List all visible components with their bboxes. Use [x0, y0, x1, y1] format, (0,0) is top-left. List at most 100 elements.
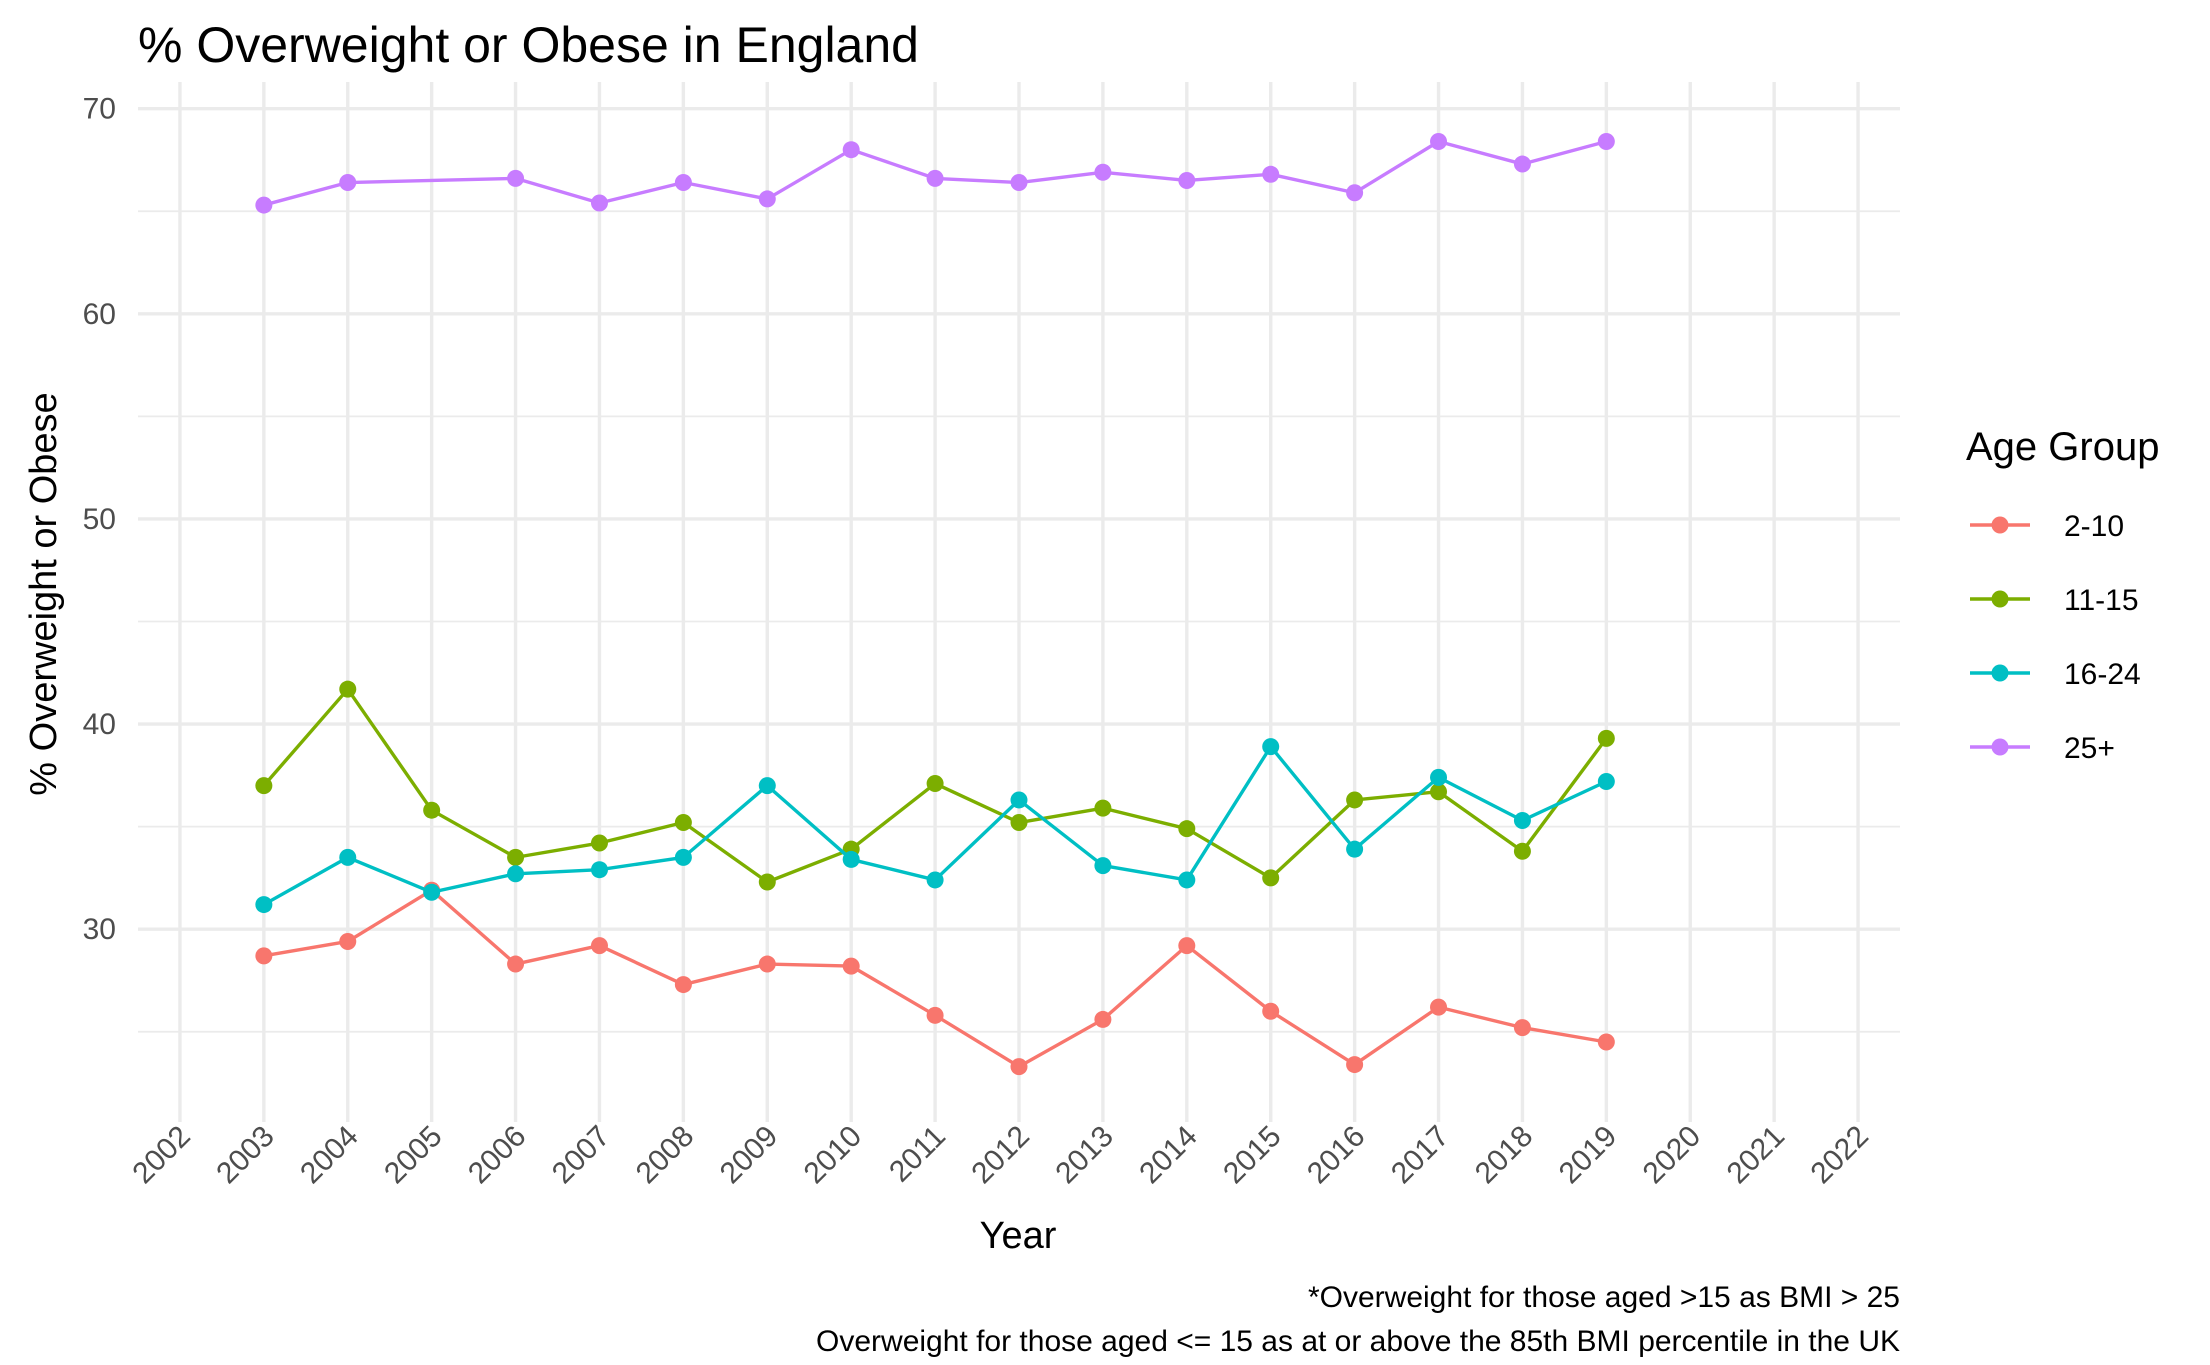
- data-point-11-15: [1178, 820, 1196, 838]
- data-point-25+: [1262, 165, 1280, 183]
- chart-title: % Overweight or Obese in England: [138, 17, 919, 73]
- data-point-16-24: [1178, 871, 1196, 889]
- legend-key-point: [1991, 590, 2009, 608]
- data-point-2-10: [1010, 1058, 1028, 1076]
- data-point-25+: [590, 194, 608, 212]
- data-point-25+: [1178, 171, 1196, 189]
- data-point-25+: [1597, 132, 1615, 150]
- data-point-2-10: [1513, 1019, 1531, 1037]
- data-point-25+: [1430, 132, 1448, 150]
- data-point-2-10: [590, 937, 608, 955]
- grid: [138, 82, 1900, 1122]
- data-point-16-24: [1262, 738, 1280, 756]
- data-point-16-24: [507, 865, 525, 883]
- caption-line-2: Overweight for those aged <= 15 as at or…: [816, 1325, 1900, 1358]
- data-point-16-24: [758, 777, 776, 795]
- data-point-16-24: [1010, 791, 1028, 809]
- data-point-16-24: [1513, 811, 1531, 829]
- data-point-11-15: [1430, 783, 1448, 801]
- x-tick-label: 2003: [210, 1120, 281, 1191]
- x-axis-tick-labels: 2002 2003 2004 2005 2006 2007 2008 2009 2010 2011…: [126, 1120, 1875, 1191]
- data-point-11-15: [1094, 799, 1112, 817]
- data-point-16-24: [926, 871, 944, 889]
- data-point-2-10: [1094, 1010, 1112, 1028]
- data-point-2-10: [1262, 1002, 1280, 1020]
- y-tick-label: 50: [83, 503, 116, 536]
- data-point-2-10: [507, 955, 525, 973]
- x-tick-label: 2011: [883, 1120, 952, 1189]
- x-tick-label: 2009: [714, 1120, 785, 1191]
- y-tick-label: 30: [83, 913, 116, 946]
- data-point-2-10: [1346, 1056, 1364, 1074]
- data-point-25+: [339, 174, 357, 192]
- caption-line-1: *Overweight for those aged >15 as BMI > …: [1308, 1281, 1900, 1314]
- legend-title: Age Group: [1966, 425, 2159, 469]
- x-tick-label: 2007: [546, 1120, 617, 1191]
- data-point-2-10: [842, 957, 860, 975]
- y-tick-label: 70: [83, 93, 116, 126]
- data-point-16-24: [1094, 857, 1112, 875]
- data-point-2-10: [255, 947, 273, 965]
- legend-label: 25+: [2064, 732, 2115, 765]
- x-tick-label: 2013: [1049, 1120, 1120, 1191]
- legend-key-point: [1991, 516, 2009, 534]
- x-tick-label: 2006: [462, 1120, 533, 1191]
- data-point-16-24: [674, 848, 692, 866]
- data-series: [255, 132, 1615, 1076]
- data-point-16-24: [1430, 768, 1448, 786]
- x-tick-label: 2018: [1469, 1120, 1540, 1191]
- data-point-11-15: [674, 814, 692, 832]
- data-point-25+: [674, 174, 692, 192]
- x-tick-label: 2008: [630, 1120, 701, 1191]
- data-point-16-24: [255, 896, 273, 914]
- x-tick-label: 2017: [1385, 1120, 1456, 1191]
- data-point-11-15: [1262, 869, 1280, 887]
- data-point-25+: [842, 141, 860, 159]
- x-tick-label: 2014: [1133, 1120, 1204, 1191]
- y-tick-label: 60: [83, 298, 116, 331]
- data-point-2-10: [339, 932, 357, 950]
- data-point-11-15: [507, 848, 525, 866]
- x-tick-label: 2022: [1804, 1120, 1875, 1191]
- data-point-11-15: [926, 775, 944, 793]
- legend-key-point: [1991, 664, 2009, 682]
- data-point-25+: [1346, 184, 1364, 202]
- data-point-16-24: [842, 850, 860, 868]
- data-point-16-24: [1597, 772, 1615, 790]
- data-point-25+: [758, 190, 776, 208]
- data-point-25+: [1094, 163, 1112, 181]
- data-point-11-15: [1597, 729, 1615, 747]
- data-point-2-10: [674, 976, 692, 994]
- legend-label: 2-10: [2064, 510, 2124, 543]
- x-tick-label: 2020: [1637, 1120, 1708, 1191]
- data-point-16-24: [590, 861, 608, 879]
- data-point-16-24: [423, 883, 441, 901]
- data-point-16-24: [339, 848, 357, 866]
- data-point-11-15: [590, 834, 608, 852]
- x-tick-label: 2015: [1217, 1120, 1288, 1191]
- x-tick-label: 2012: [965, 1120, 1036, 1191]
- series-line-25+: [263, 139, 1607, 207]
- x-tick-label: 2010: [798, 1120, 869, 1191]
- legend-label: 11-15: [2064, 584, 2139, 617]
- y-axis-tick-labels: 30 40 50 60 70: [83, 93, 116, 947]
- data-point-11-15: [1010, 814, 1028, 832]
- legend-label: 16-24: [2064, 658, 2141, 691]
- y-axis-title: % Overweight or Obese: [23, 392, 65, 795]
- data-point-11-15: [1346, 791, 1364, 809]
- legend-key-point: [1991, 738, 2009, 756]
- data-point-11-15: [423, 801, 441, 819]
- data-point-25+: [1010, 174, 1028, 192]
- data-point-11-15: [1513, 842, 1531, 860]
- x-tick-label: 2005: [378, 1120, 449, 1191]
- x-axis-title: Year: [980, 1215, 1057, 1257]
- data-point-25+: [255, 196, 273, 214]
- data-point-11-15: [758, 873, 776, 891]
- x-tick-label: 2002: [126, 1120, 197, 1191]
- x-tick-label: 2004: [294, 1120, 365, 1191]
- legend: Age Group 2-10 11-15 16-24 25+: [1966, 425, 2159, 765]
- data-point-2-10: [1597, 1033, 1615, 1051]
- x-tick-label: 2016: [1301, 1120, 1372, 1191]
- data-point-25+: [926, 169, 944, 187]
